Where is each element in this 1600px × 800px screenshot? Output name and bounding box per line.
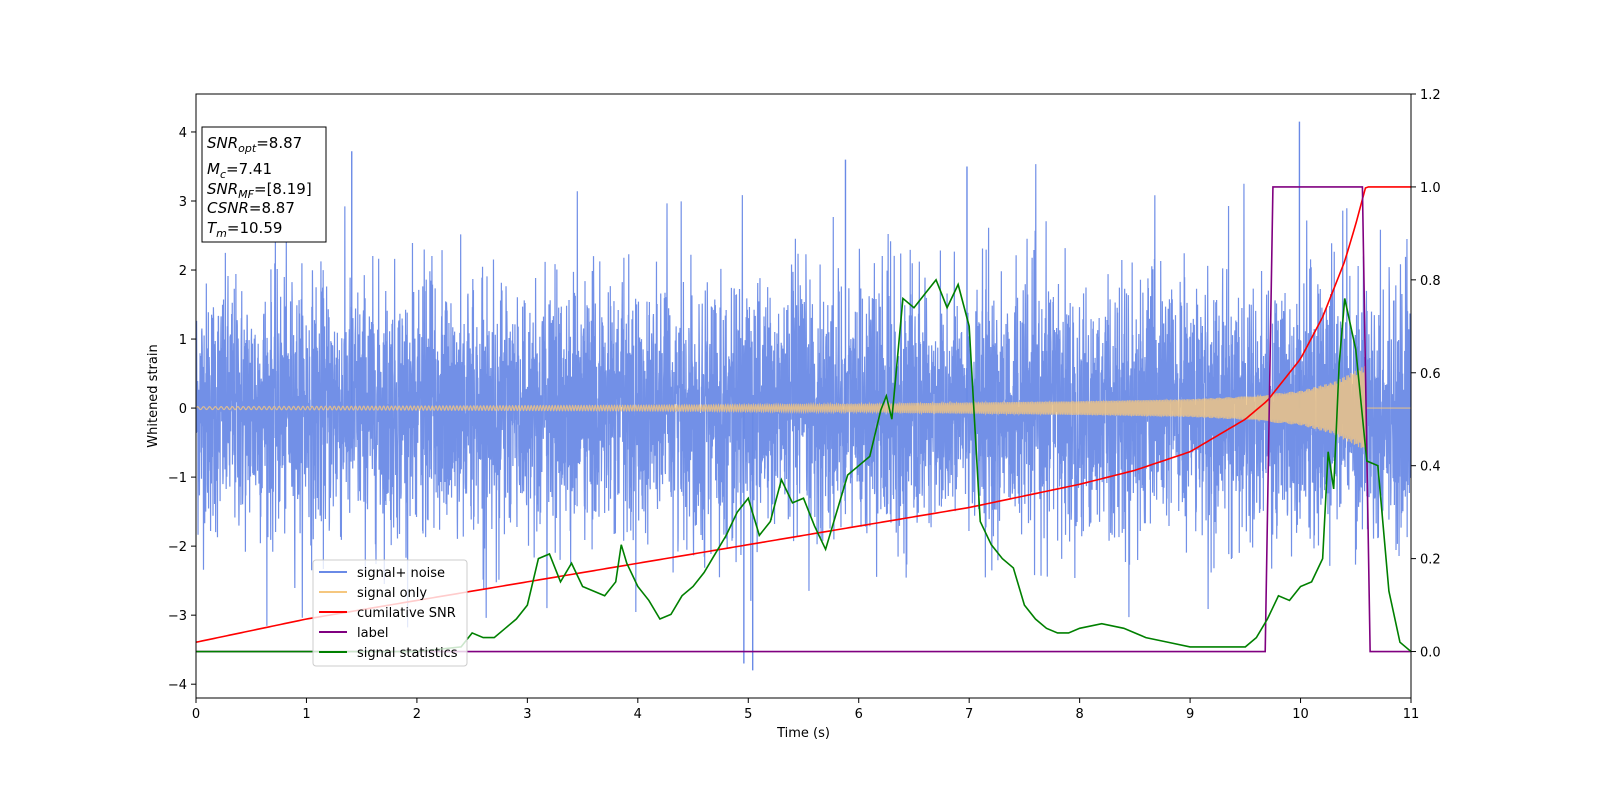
series-signal-only [196, 366, 1411, 451]
y2-tick-label-6: 1.2 [1420, 88, 1441, 103]
x-tick-label-10: 10 [1292, 707, 1309, 722]
series-signal-noise [196, 164, 1411, 628]
info-snr-mf-value: =[8.19] [254, 180, 312, 198]
y-tick-label-4: 0 [179, 402, 187, 417]
y2-tick-label-2: 0.4 [1420, 460, 1441, 475]
y-tick-label-2: −2 [168, 540, 187, 555]
legend-label-signal-statistics: signal statistics [357, 646, 458, 661]
y-tick-label-5: 1 [179, 333, 187, 348]
axes: 0 1 2 3 4 5 6 7 8 9 10 11 −4 −3 −2 −1 0 1 2 3 4 0.0 0.2 0.4 0.6 0… [168, 88, 1441, 722]
legend-frame [312, 559, 468, 667]
x-tick-label-8: 8 [1075, 707, 1083, 722]
legend-label-cumulative-snr: cumilative SNR [357, 606, 456, 621]
y-tick-label-3: −1 [168, 471, 187, 486]
info-csnr-symbol: CSNR [207, 199, 249, 217]
info-snr-mf-sub: MF [238, 188, 254, 201]
x-tick-label-11: 11 [1403, 707, 1420, 722]
legend-label-signal-only: signal only [357, 586, 427, 601]
x-tick-label-3: 3 [523, 707, 531, 722]
y-tick-label-7: 3 [179, 195, 187, 210]
info-mc-symbol: M [207, 160, 220, 178]
y-tick-label-8: 4 [179, 126, 187, 141]
x-tick-label-0: 0 [192, 707, 200, 722]
plot-frame [195, 93, 1412, 699]
info-mc-sub: c [220, 168, 226, 181]
info-csnr: CSNR=8.87 [207, 199, 295, 217]
y-tick-label-6: 2 [179, 264, 187, 279]
info-tm-sub: m [216, 227, 227, 240]
y-tick-label-1: −3 [168, 609, 187, 624]
x-tick-label-6: 6 [855, 707, 863, 722]
legend-label-label: label [357, 626, 388, 641]
info-snr-opt-value: =8.87 [256, 134, 302, 152]
y2-tick-label-4: 0.8 [1420, 274, 1441, 289]
info-snr-mf-symbol: SNR [207, 180, 238, 198]
info-tm: Tm=10.59 [207, 219, 282, 240]
series-label [196, 186, 1411, 653]
y2-tick-label-5: 1.0 [1420, 181, 1441, 196]
info-mc: Mc=7.41 [207, 160, 272, 181]
info-box-frame [201, 126, 327, 243]
legend: signal+ noise signal only cumilative SNR… [312, 559, 468, 667]
info-box: SNRopt=8.87 Mc=7.41 SNRMF=[8.19] CSNR=8.… [201, 126, 327, 243]
y2-tick-label-1: 0.2 [1420, 553, 1441, 568]
y2-tick-label-0: 0.0 [1420, 646, 1441, 661]
x-tick-label-2: 2 [413, 707, 421, 722]
x-tick-label-4: 4 [634, 707, 642, 722]
info-csnr-value: =8.87 [249, 199, 295, 217]
y-tick-label-0: −4 [168, 678, 187, 693]
info-tm-value: =10.59 [227, 219, 283, 237]
x-axis-label: Time (s) [776, 726, 830, 741]
x-tick-label-9: 9 [1186, 707, 1194, 722]
info-snr-opt-symbol: SNR [207, 134, 238, 152]
info-mc-value: =7.41 [226, 160, 272, 178]
series-signal-statistics [196, 278, 1411, 653]
info-snr-mf: SNRMF=[8.19] [207, 180, 312, 201]
x-tick-label-5: 5 [744, 707, 752, 722]
info-snr-opt: SNRopt=8.87 [207, 134, 302, 155]
x-tick-label-1: 1 [302, 707, 310, 722]
y-axis-label: Whitened strain [146, 344, 161, 447]
y2-tick-label-3: 0.6 [1420, 367, 1441, 382]
x-tick-label-7: 7 [965, 707, 973, 722]
info-tm-symbol: T [207, 219, 218, 237]
legend-label-signal-noise: signal+ noise [357, 566, 445, 581]
info-snr-opt-sub: opt [238, 142, 257, 155]
